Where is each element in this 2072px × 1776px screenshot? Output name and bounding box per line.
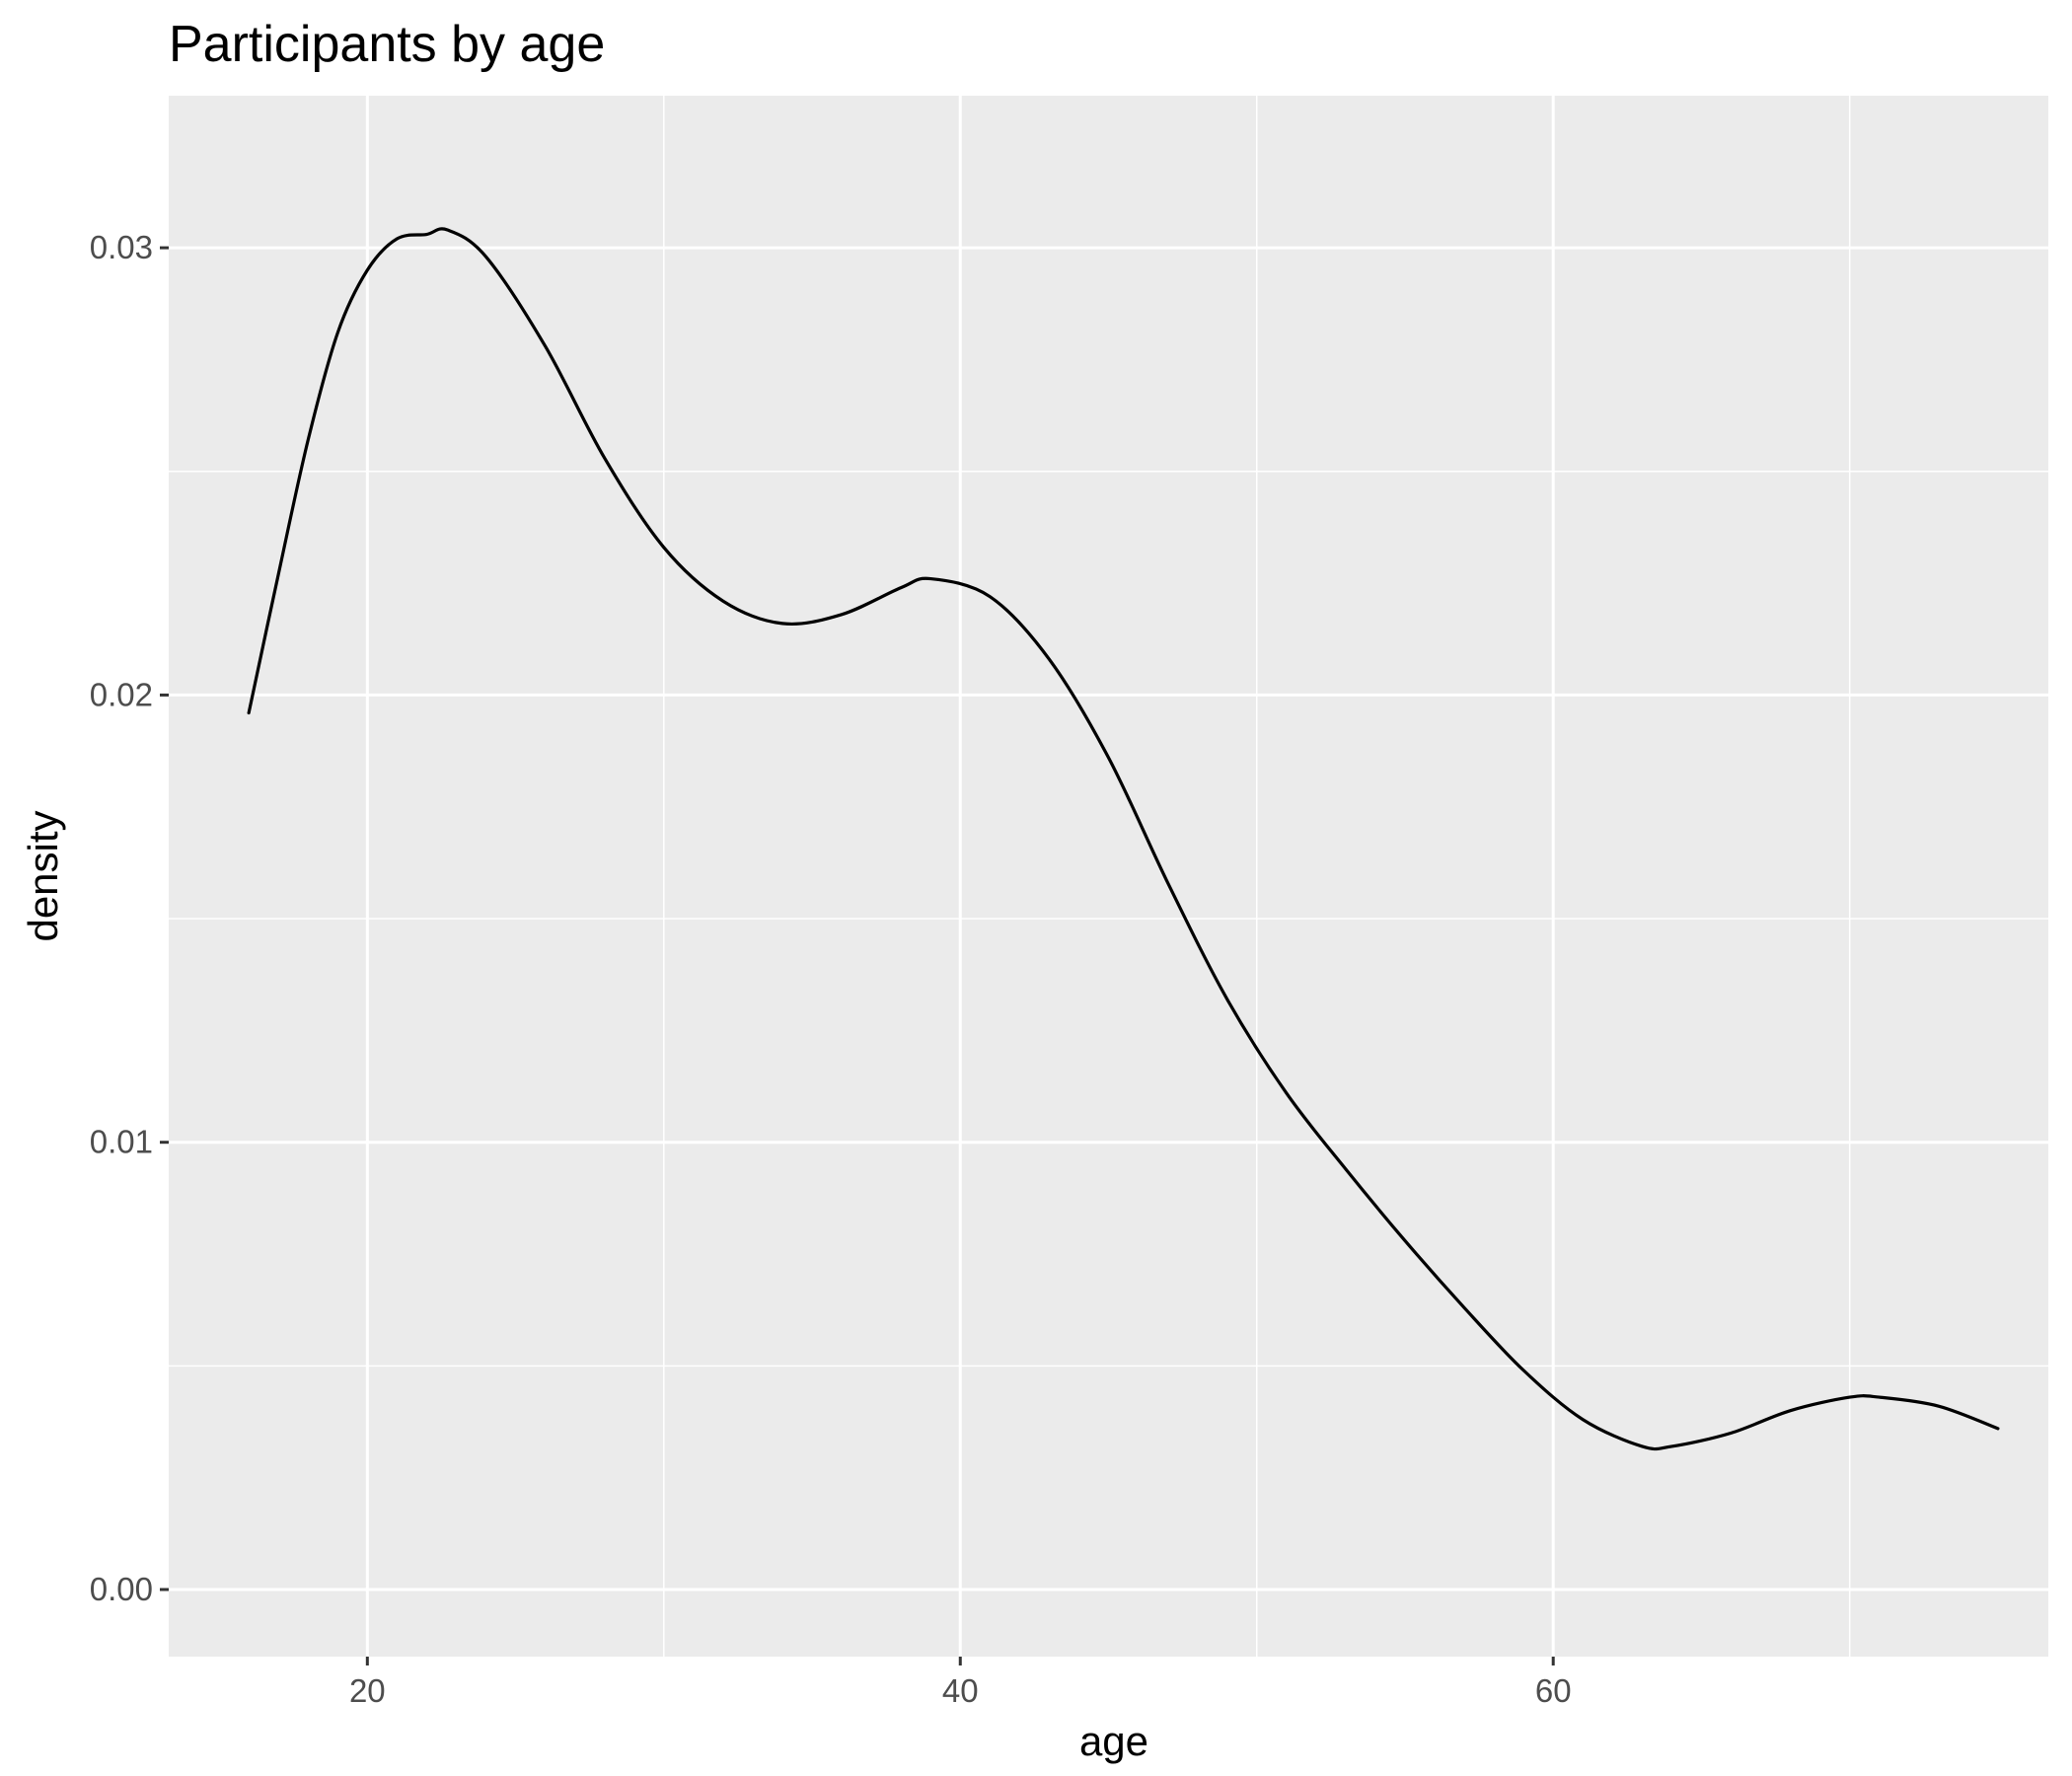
- minor-gridlines: [169, 96, 2048, 1657]
- x-axis-title: age: [1079, 1718, 1148, 1764]
- x-axis: 20 40 60: [349, 1657, 1572, 1709]
- y-tick-label: 0.03: [90, 229, 153, 265]
- x-tick-label: 20: [349, 1672, 386, 1709]
- y-tick-label: 0.00: [90, 1571, 153, 1607]
- chart-title: Participants by age: [169, 16, 605, 73]
- series-layer: [247, 227, 2000, 1451]
- plot-panel: [169, 96, 2048, 1657]
- density-curve: [247, 227, 2000, 1451]
- x-tick-label: 60: [1535, 1672, 1572, 1709]
- y-tick-label: 0.01: [90, 1124, 153, 1160]
- y-axis-title: density: [20, 810, 66, 941]
- y-tick-label: 0.02: [90, 676, 153, 712]
- x-tick-label: 40: [942, 1672, 979, 1709]
- y-axis: 0.00 0.01 0.02 0.03: [90, 229, 169, 1607]
